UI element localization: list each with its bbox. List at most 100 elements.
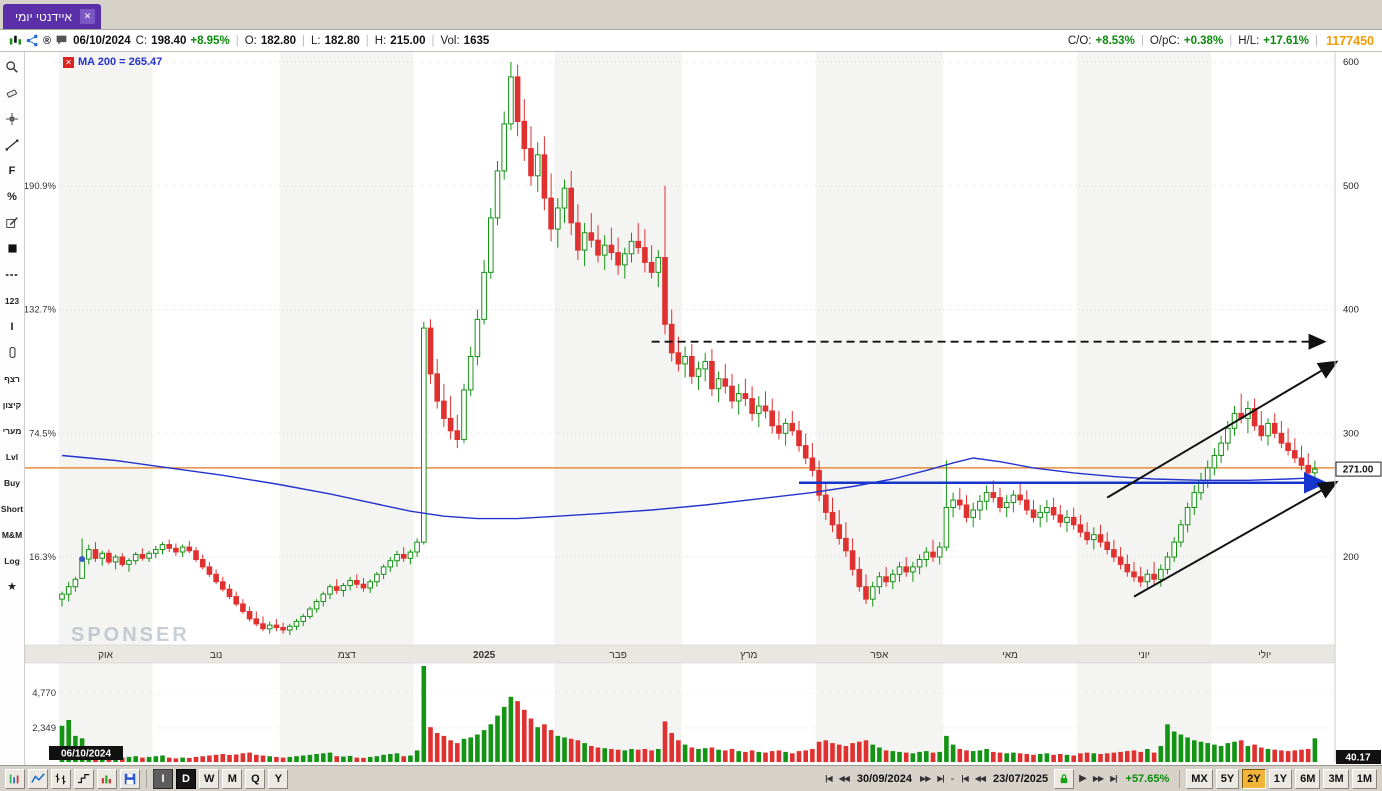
period-y-button[interactable]: Y (268, 768, 289, 789)
toolbar-separator (146, 769, 147, 788)
info-bar-right: C/O: +8.53% | O/pC: +0.38% | H/L: +17.61% | 1177… (1068, 34, 1374, 48)
favorite-tool[interactable]: ★ (7, 581, 17, 593)
svg-text:300: 300 (1343, 428, 1359, 439)
period-d-button[interactable]: D (176, 768, 196, 789)
chart-tab[interactable]: איידנטי יומי ✕ (3, 4, 101, 29)
indicator-label: ✕ MA 200 = 265.47 (63, 56, 162, 68)
svg-text:200: 200 (1343, 552, 1359, 563)
field-value: 182.80 (324, 34, 360, 47)
svg-text:06/10/2024: 06/10/2024 (61, 749, 111, 760)
stat-separator: | (1140, 34, 1144, 47)
nav-back-icon[interactable]: ◀◀ (974, 774, 986, 783)
price-label-tool-icon[interactable] (1, 343, 23, 362)
period-w-button[interactable]: W (199, 768, 220, 789)
short-tool[interactable]: Short (0, 503, 24, 514)
chart-area[interactable]: 600 500 400 300 200 190.9% 132.7% 74.5% 16.3% 4,7… (24, 52, 1382, 765)
svg-text:יוני: יוני (1138, 650, 1150, 661)
period-m-button[interactable]: M (222, 768, 243, 789)
buy-tool[interactable]: Buy (3, 477, 21, 488)
field-value: 182.80 (260, 34, 297, 47)
eraser-tool-icon[interactable] (1, 83, 23, 102)
mm-tool[interactable]: M&M (1, 529, 23, 540)
svg-text:2,349: 2,349 (32, 723, 56, 734)
period-q-button[interactable]: Q (245, 768, 266, 789)
nav-end-icon[interactable]: ▶▶ (1092, 774, 1104, 783)
svg-text:400: 400 (1343, 305, 1359, 316)
range-3m-button[interactable]: 3M (1323, 768, 1349, 789)
nav-forward-icon[interactable]: ▶▶ (919, 774, 931, 783)
registered-icon[interactable]: ® (43, 34, 52, 47)
range-mx-button[interactable]: MX (1186, 768, 1213, 789)
date-separator: - (950, 772, 955, 785)
svg-text:132.7%: 132.7% (25, 305, 57, 316)
svg-text:מרץ: מרץ (740, 650, 757, 661)
numbers-tool[interactable]: 123 (4, 295, 20, 306)
nav-start-icon[interactable]: ◀◀ (838, 774, 850, 783)
svg-text:600: 600 (1343, 57, 1359, 68)
log-tool[interactable]: Log (4, 555, 20, 566)
drawing-toolbar: F% 123 I רצף קיצון מערי Lvl Buy Short M&M Log ★ (0, 52, 25, 765)
range-2y-button[interactable]: 2Y (1242, 768, 1266, 789)
ratio-stats: C/O: +8.53% | O/pC: +0.38% | H/L: +17.61% | (1068, 35, 1320, 47)
nav-end-icon[interactable]: ▶| (1110, 774, 1117, 783)
range-5y-button[interactable]: 5Y (1215, 768, 1240, 789)
bottom-toolbar: I D W M Q Y |◀ ◀◀ 30/09/2024 ▶▶ ▶| - |◀ ◀◀ 23/07/2025 ▶… (0, 765, 1382, 791)
colored-histogram-icon[interactable] (97, 768, 117, 789)
share-icon[interactable] (26, 34, 39, 47)
field-value: 215.00 (390, 34, 426, 47)
main-area: F% 123 I רצף קיצון מערי Lvl Buy Short M&M Log ★ 600… (0, 52, 1382, 765)
filled-rect-tool-icon[interactable] (1, 239, 23, 258)
comment-icon[interactable] (55, 34, 68, 47)
toolbar-separator (1179, 769, 1181, 788)
maari-tool[interactable]: מערי (2, 425, 22, 436)
volume-profile-icon[interactable] (5, 768, 25, 789)
play-icon[interactable]: ▶ (1079, 773, 1087, 784)
svg-text:16.3%: 16.3% (29, 552, 56, 563)
svg-text:2025: 2025 (473, 650, 496, 661)
zoom-tool-icon[interactable] (1, 57, 23, 76)
draw-tool-icon[interactable] (1, 213, 23, 232)
range-1y-button[interactable]: 1Y (1268, 768, 1293, 789)
field-label: Vol: (440, 34, 460, 47)
field-label: H: (374, 34, 387, 47)
period-i-button[interactable]: I (153, 768, 173, 789)
range-6m-button[interactable]: 6M (1295, 768, 1321, 789)
nav-back-icon[interactable]: |◀ (961, 774, 968, 783)
svg-text:פבר: פבר (609, 650, 626, 661)
range-start-date: 30/09/2024 (856, 772, 912, 785)
save-icon[interactable] (120, 768, 140, 789)
nav-forward-icon[interactable]: ▶| (937, 774, 944, 783)
field-label: C: (135, 34, 148, 47)
chart-type-icon[interactable] (8, 34, 22, 48)
stat-value: +8.53% (1095, 34, 1135, 47)
nav-start-icon[interactable]: |◀ (825, 774, 832, 783)
tab-bar: איידנטי יומי ✕ (0, 0, 1382, 30)
ohlc-bars-icon[interactable] (51, 768, 71, 789)
text-tool[interactable]: I (10, 320, 14, 333)
ratzef-tool[interactable]: רצף (4, 373, 20, 384)
indicator-remove-icon[interactable]: ✕ (63, 56, 74, 68)
svg-text:דצמ: דצמ (338, 650, 356, 661)
trendline-tool-icon[interactable] (1, 135, 23, 154)
svg-text:SPONSER: SPONSER (71, 624, 190, 646)
candlestick-chart[interactable]: 600 500 400 300 200 190.9% 132.7% 74.5% 16.3% 4,7… (24, 52, 1382, 765)
field-label: O: (244, 34, 257, 47)
stat-separator: | (1315, 34, 1319, 47)
kitzon-tool[interactable]: קיצון (2, 399, 22, 410)
percent-tool[interactable]: % (7, 190, 17, 203)
line-chart-icon[interactable] (28, 768, 48, 789)
field-separator: | (431, 34, 435, 47)
tab-title: איידנטי יומי (15, 9, 72, 24)
crosshair-tool-icon[interactable] (1, 109, 23, 128)
step-chart-icon[interactable] (74, 768, 94, 789)
tab-close-icon[interactable]: ✕ (79, 9, 95, 24)
level-tool[interactable]: Lvl (5, 451, 19, 462)
field-value: 198.40 (151, 34, 187, 47)
total-volume: 1177450 (1326, 33, 1374, 48)
lock-icon[interactable] (1054, 768, 1075, 789)
info-bar: ® 06/10/2024 C: 198.40 +8.95% | O: 182.80 | L: 1… (0, 30, 1382, 52)
fibonacci-tool[interactable]: F (8, 164, 16, 177)
dashed-line-tool-icon[interactable] (1, 265, 23, 284)
range-1m-button[interactable]: 1M (1351, 768, 1377, 789)
stat-value: +17.61% (1263, 34, 1310, 47)
